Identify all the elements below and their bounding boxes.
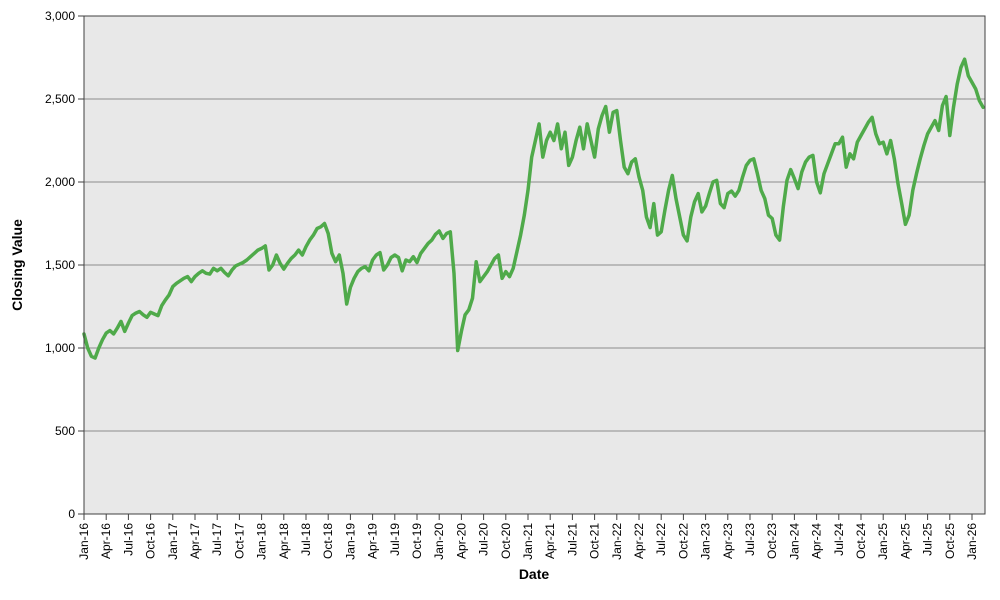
x-tick-label: Jan-19 xyxy=(343,523,357,560)
x-tick-label: Oct-19 xyxy=(410,523,424,559)
x-tick-label: Apr-19 xyxy=(366,523,380,559)
x-tick-label: Apr-18 xyxy=(277,523,291,559)
x-axis-title: Date xyxy=(519,566,550,582)
x-tick-label: Jul-24 xyxy=(832,523,846,556)
x-tick-label: Jul-21 xyxy=(565,523,579,556)
x-tick-label: Jan-26 xyxy=(965,523,979,560)
x-tick-label: Jan-23 xyxy=(699,523,713,560)
y-axis-title: Closing Value xyxy=(9,219,25,311)
x-tick-label: Jan-22 xyxy=(610,523,624,560)
y-tick-label: 0 xyxy=(68,507,75,521)
x-tick-label: Jan-24 xyxy=(787,523,801,560)
x-tick-label: Jul-22 xyxy=(654,523,668,556)
x-tick-label: Oct-18 xyxy=(321,523,335,559)
y-tick-label: 2,000 xyxy=(45,175,75,189)
x-tick-label: Apr-16 xyxy=(99,523,113,559)
x-tick-label: Oct-21 xyxy=(588,523,602,559)
x-tick-label: Oct-24 xyxy=(854,523,868,559)
x-tick-label: Apr-22 xyxy=(632,523,646,559)
y-tick-label: 3,000 xyxy=(45,9,75,23)
y-tick-label: 1,000 xyxy=(45,341,75,355)
y-axis-tick-labels: 0 500 1,000 1,500 2,000 2,500 3,000 xyxy=(45,9,75,521)
x-tick-label: Jul-20 xyxy=(477,523,491,556)
x-tick-label: Jul-18 xyxy=(299,523,313,556)
x-tick-label: Apr-17 xyxy=(188,523,202,559)
x-tick-label: Apr-25 xyxy=(898,523,912,559)
x-tick-label: Oct-20 xyxy=(499,523,513,559)
x-tick-label: Jul-17 xyxy=(210,523,224,556)
x-tick-label: Jul-16 xyxy=(121,523,135,556)
x-tick-label: Jan-18 xyxy=(255,523,269,560)
x-tick-label: Jan-17 xyxy=(166,523,180,560)
x-tick-label: Jul-19 xyxy=(388,523,402,556)
y-tick-label: 2,500 xyxy=(45,92,75,106)
x-tick-label: Jan-16 xyxy=(77,523,91,560)
x-axis-ticks xyxy=(83,514,973,520)
x-tick-label: Apr-23 xyxy=(721,523,735,559)
x-tick-label: Oct-25 xyxy=(943,523,957,559)
x-tick-label: Oct-23 xyxy=(765,523,779,559)
x-tick-label: Apr-21 xyxy=(543,523,557,559)
x-tick-label: Oct-16 xyxy=(144,523,158,559)
x-tick-label: Oct-22 xyxy=(676,523,690,559)
x-tick-label: Jul-25 xyxy=(921,523,935,556)
y-tick-label: 1,500 xyxy=(45,258,75,272)
y-axis-ticks xyxy=(78,15,84,515)
x-tick-label: Apr-20 xyxy=(454,523,468,559)
plot-border xyxy=(83,15,986,515)
x-tick-label: Jan-21 xyxy=(521,523,535,560)
y-tick-label: 500 xyxy=(55,424,75,438)
x-tick-label: Jan-25 xyxy=(876,523,890,560)
x-axis-tick-labels: Jan-16 Apr-16 Jul-16 Oct-16 Jan-17 Apr-17 Jul-… xyxy=(77,523,979,560)
x-tick-label: Jan-20 xyxy=(432,523,446,560)
x-tick-label: Apr-24 xyxy=(810,523,824,559)
x-tick-label: Jul-23 xyxy=(743,523,757,556)
series-line-closing-value xyxy=(82,57,985,360)
x-tick-label: Oct-17 xyxy=(232,523,246,559)
